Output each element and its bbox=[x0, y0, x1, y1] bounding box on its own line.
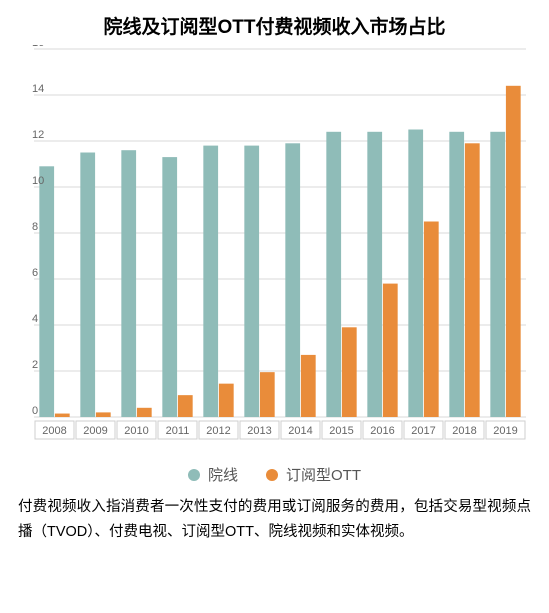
bar-series-a bbox=[367, 132, 382, 417]
x-tick-label: 2012 bbox=[206, 425, 230, 437]
svg-text:14: 14 bbox=[32, 83, 44, 95]
bar-series-b bbox=[260, 372, 275, 417]
bar-series-b bbox=[96, 412, 111, 417]
x-tick-label: 2019 bbox=[493, 425, 517, 437]
svg-text:2: 2 bbox=[32, 359, 38, 371]
legend-item-series-b: 订阅型OTT bbox=[266, 464, 361, 485]
caption-text: 付费视频收入指消费者一次性支付的费用或订阅服务的费用，包括交易型视频点播（TVO… bbox=[0, 495, 549, 556]
x-tick-label: 2009 bbox=[83, 425, 107, 437]
x-tick-label: 2011 bbox=[166, 425, 190, 437]
x-tick-label: 2013 bbox=[247, 425, 271, 437]
bar-series-b bbox=[137, 408, 152, 417]
bar-series-a bbox=[285, 143, 300, 417]
svg-text:16: 16 bbox=[32, 45, 44, 49]
x-tick-label: 2010 bbox=[124, 425, 148, 437]
legend-label-b: 订阅型OTT bbox=[286, 464, 361, 485]
legend-label-a: 院线 bbox=[208, 464, 238, 485]
x-tick-label: 2008 bbox=[42, 425, 66, 437]
bar-series-a bbox=[490, 132, 505, 417]
bar-series-b bbox=[465, 143, 480, 417]
bar-series-b bbox=[301, 355, 316, 417]
bar-series-a bbox=[121, 150, 136, 417]
bar-series-b bbox=[424, 222, 439, 418]
chart-area: 0 2 4 6 8 10 12 14 16 2008 2009 2010 2011 2012 2013 201… bbox=[28, 45, 535, 450]
bar-chart: 0 2 4 6 8 10 12 14 16 2008 2009 2010 2011 2012 2013 201… bbox=[28, 45, 528, 445]
svg-text:0: 0 bbox=[32, 405, 38, 417]
chart-title: 院线及订阅型OTT付费视频收入市场占比 bbox=[0, 0, 549, 45]
bar-series-b bbox=[506, 86, 521, 417]
bar-series-a bbox=[203, 146, 218, 417]
bar-series-b bbox=[219, 384, 234, 417]
svg-text:12: 12 bbox=[32, 129, 44, 141]
x-tick-label: 2017 bbox=[411, 425, 435, 437]
svg-text:4: 4 bbox=[32, 313, 38, 325]
bar-series-a bbox=[326, 132, 341, 417]
bar-series-a bbox=[39, 166, 54, 417]
svg-text:8: 8 bbox=[32, 221, 38, 233]
legend: 院线 订阅型OTT bbox=[0, 464, 549, 485]
bar-series-a bbox=[408, 130, 423, 418]
x-tick-label: 2015 bbox=[329, 425, 353, 437]
x-tick-label: 2014 bbox=[288, 425, 312, 437]
bar-series-a bbox=[162, 157, 177, 417]
bar-series-a bbox=[244, 146, 259, 417]
x-tick-label: 2016 bbox=[370, 425, 394, 437]
bar-series-b bbox=[178, 395, 193, 417]
legend-swatch-b bbox=[266, 469, 278, 481]
bar-series-a bbox=[449, 132, 464, 417]
x-tick-label: 2018 bbox=[452, 425, 476, 437]
legend-swatch-a bbox=[188, 469, 200, 481]
bar-series-b bbox=[383, 284, 398, 417]
bar-series-b bbox=[342, 327, 357, 417]
bar-series-b bbox=[55, 414, 70, 417]
bar-series-a bbox=[80, 153, 95, 418]
svg-text:10: 10 bbox=[32, 175, 44, 187]
svg-text:6: 6 bbox=[32, 267, 38, 279]
legend-item-series-a: 院线 bbox=[188, 464, 238, 485]
